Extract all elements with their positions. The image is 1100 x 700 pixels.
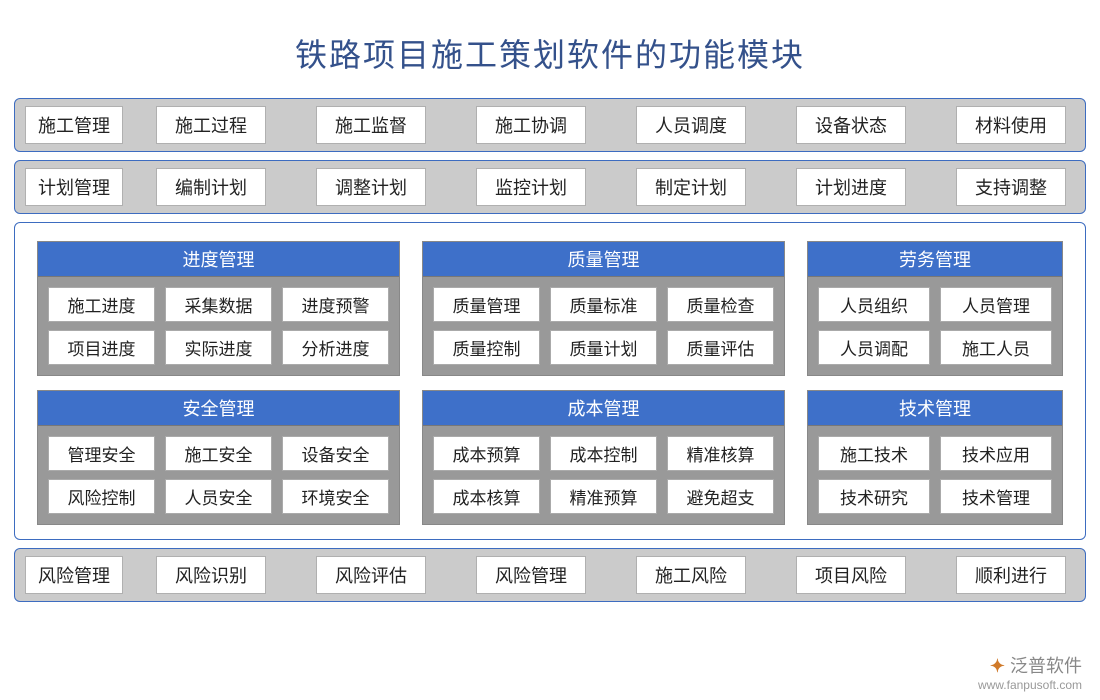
category-row: 风险管理风险识别风险评估风险管理施工风险项目风险顺利进行 <box>14 548 1086 602</box>
module-item: 施工安全 <box>165 436 272 471</box>
category-label: 施工管理 <box>25 106 123 144</box>
module-item: 成本控制 <box>550 436 657 471</box>
module-item: 项目进度 <box>48 330 155 365</box>
module-item: 施工人员 <box>940 330 1052 365</box>
module-box: 质量管理质量管理质量标准质量检查质量控制质量计划质量评估 <box>422 241 785 376</box>
module-item: 技术管理 <box>940 479 1052 514</box>
category-label: 风险管理 <box>25 556 123 594</box>
module-item: 成本预算 <box>433 436 540 471</box>
module-item: 精准预算 <box>550 479 657 514</box>
category-item: 施工监督 <box>316 106 426 144</box>
module-box: 进度管理施工进度采集数据进度预警项目进度实际进度分析进度 <box>37 241 400 376</box>
category-item: 项目风险 <box>796 556 906 594</box>
module-item: 施工进度 <box>48 287 155 322</box>
module-header: 安全管理 <box>38 391 399 426</box>
category-label: 计划管理 <box>25 168 123 206</box>
module-header: 质量管理 <box>423 242 784 277</box>
module-header: 劳务管理 <box>808 242 1062 277</box>
module-item: 人员组织 <box>818 287 930 322</box>
category-row: 施工管理施工过程 施工监督 施工协调 人员调度 设备状态 材料使用 <box>14 98 1086 152</box>
watermark-url: www.fanpusoft.com <box>978 678 1082 694</box>
module-item: 人员安全 <box>165 479 272 514</box>
watermark-brand: ✦ 泛普软件 <box>978 655 1082 678</box>
module-item: 人员调配 <box>818 330 930 365</box>
module-item: 分析进度 <box>282 330 389 365</box>
page-title: 铁路项目施工策划软件的功能模块 <box>14 30 1086 76</box>
module-header: 成本管理 <box>423 391 784 426</box>
module-item: 成本核算 <box>433 479 540 514</box>
module-item: 风险控制 <box>48 479 155 514</box>
category-item: 调整计划 <box>316 168 426 206</box>
category-item: 施工过程 <box>156 106 266 144</box>
module-item: 质量控制 <box>433 330 540 365</box>
category-item: 施工风险 <box>636 556 746 594</box>
module-item: 质量评估 <box>667 330 774 365</box>
module-item: 人员管理 <box>940 287 1052 322</box>
module-item: 管理安全 <box>48 436 155 471</box>
category-item: 人员调度 <box>636 106 746 144</box>
module-item: 质量标准 <box>550 287 657 322</box>
module-item: 实际进度 <box>165 330 272 365</box>
category-item: 材料使用 <box>956 106 1066 144</box>
module-item: 采集数据 <box>165 287 272 322</box>
category-item: 风险管理 <box>476 556 586 594</box>
module-item: 环境安全 <box>282 479 389 514</box>
module-item: 技术应用 <box>940 436 1052 471</box>
module-item: 精准核算 <box>667 436 774 471</box>
module-box: 劳务管理人员组织人员管理人员调配施工人员 <box>807 241 1063 376</box>
category-item: 设备状态 <box>796 106 906 144</box>
module-header: 进度管理 <box>38 242 399 277</box>
module-box: 安全管理管理安全施工安全设备安全风险控制人员安全环境安全 <box>37 390 400 525</box>
category-item: 监控计划 <box>476 168 586 206</box>
category-item: 顺利进行 <box>956 556 1066 594</box>
module-item: 质量管理 <box>433 287 540 322</box>
category-row: 计划管理编制计划 调整计划 监控计划 制定计划 计划进度 支持调整 <box>14 160 1086 214</box>
module-item: 质量计划 <box>550 330 657 365</box>
module-item: 设备安全 <box>282 436 389 471</box>
category-item: 编制计划 <box>156 168 266 206</box>
category-item: 制定计划 <box>636 168 746 206</box>
module-box: 成本管理成本预算成本控制精准核算成本核算精准预算避免超支 <box>422 390 785 525</box>
category-item: 计划进度 <box>796 168 906 206</box>
module-item: 质量检查 <box>667 287 774 322</box>
module-item: 进度预警 <box>282 287 389 322</box>
module-header: 技术管理 <box>808 391 1062 426</box>
module-item: 施工技术 <box>818 436 930 471</box>
module-item: 技术研究 <box>818 479 930 514</box>
module-item: 避免超支 <box>667 479 774 514</box>
category-item: 风险识别 <box>156 556 266 594</box>
modules-container: 进度管理施工进度采集数据进度预警项目进度实际进度分析进度质量管理质量管理质量标准… <box>14 222 1086 540</box>
category-item: 风险评估 <box>316 556 426 594</box>
category-item: 施工协调 <box>476 106 586 144</box>
module-box: 技术管理施工技术技术应用技术研究技术管理 <box>807 390 1063 525</box>
watermark: ✦ 泛普软件 www.fanpusoft.com <box>978 655 1082 694</box>
category-item: 支持调整 <box>956 168 1066 206</box>
